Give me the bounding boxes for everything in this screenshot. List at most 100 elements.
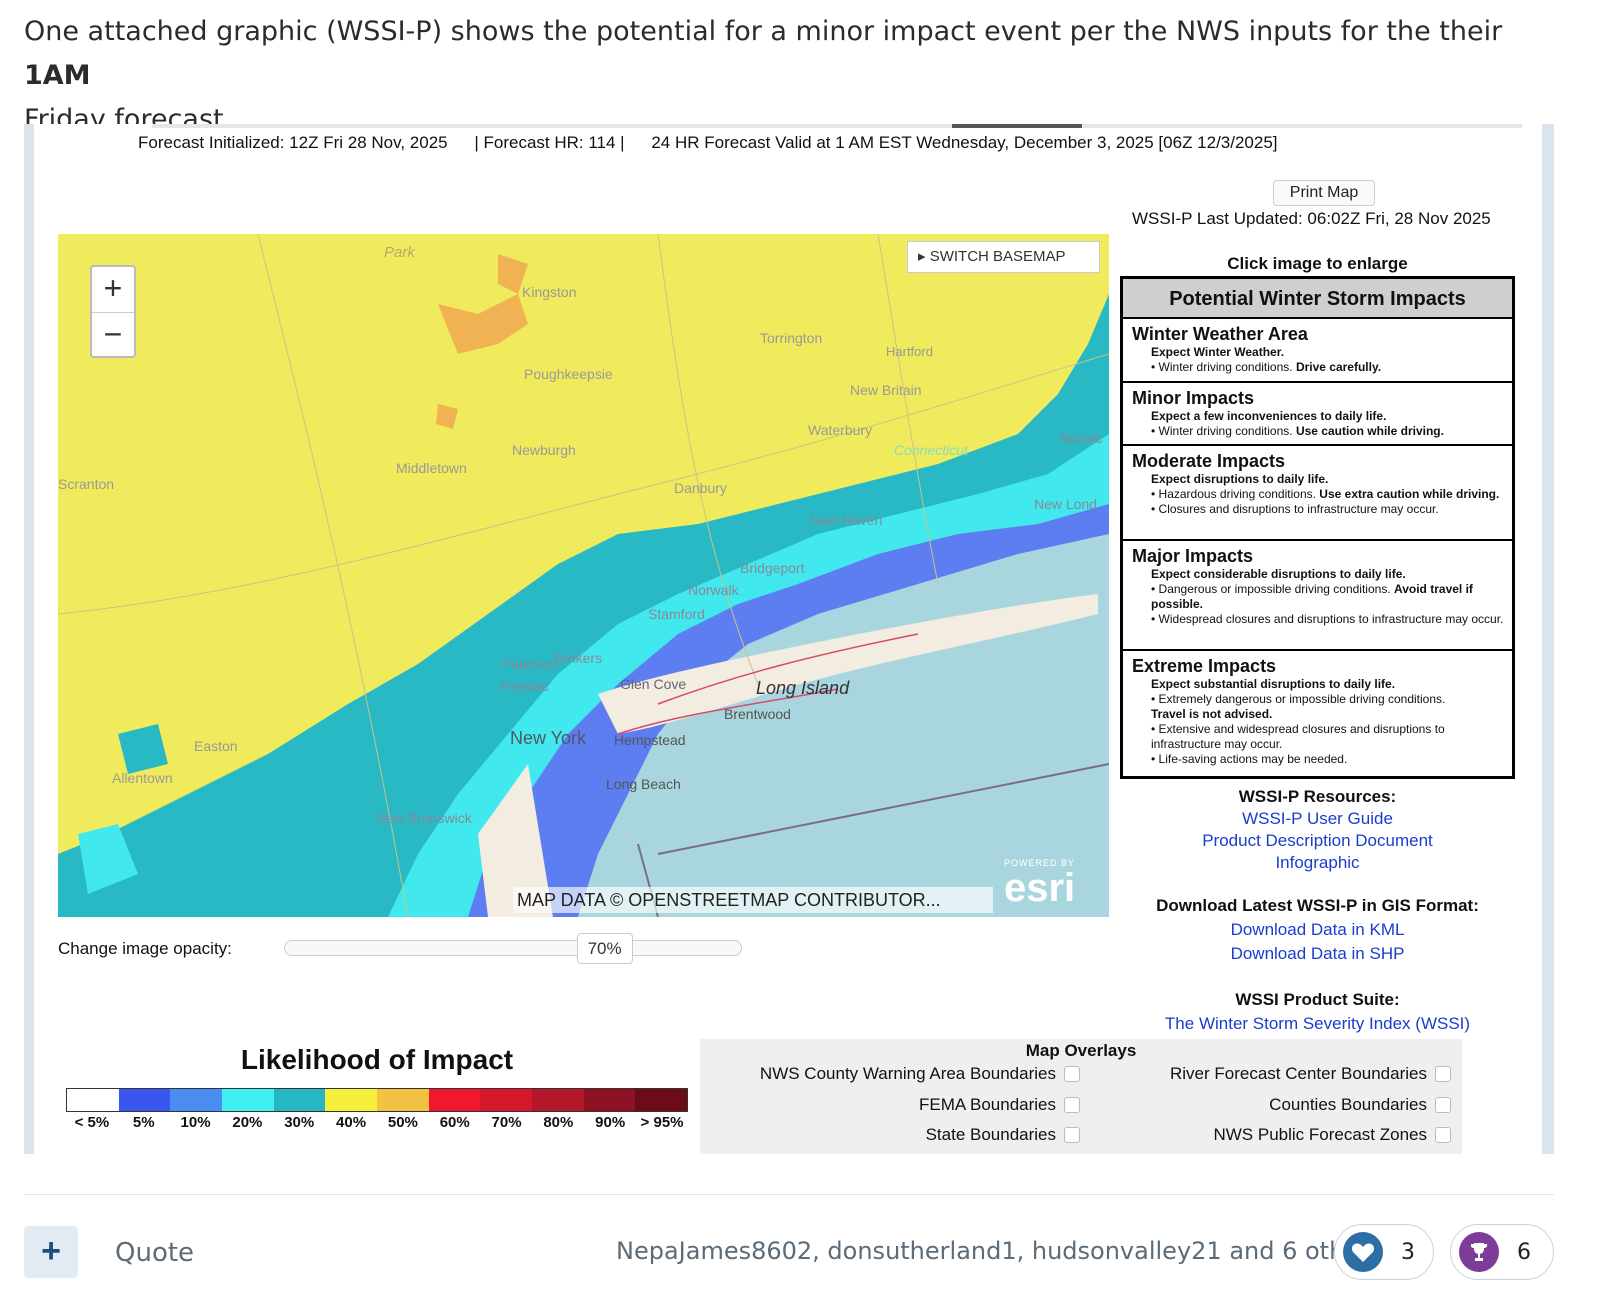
overlay-label: NWS Public Forecast Zones — [1213, 1125, 1427, 1144]
like-reaction-button[interactable]: 3 — [1334, 1224, 1434, 1280]
map-label-allentown: Allentown — [112, 770, 173, 786]
wssi-link[interactable]: The Winter Storm Severity Index (WSSI) — [1164, 1014, 1471, 1033]
legend-title: Likelihood of Impact — [240, 1044, 514, 1075]
map-label-norwalk: Norwalk — [688, 582, 739, 598]
impact-title: Extreme Impacts — [1132, 656, 1277, 676]
post-intro-text: One attached graphic (WSSI-P) shows the … — [24, 10, 1554, 142]
esri-powered-text: POWERED BY — [1004, 858, 1076, 868]
legend-swatch — [377, 1089, 429, 1111]
active-tab-indicator — [952, 124, 1082, 128]
map-label-bridgeport: Bridgeport — [740, 560, 805, 576]
map-label-new-london: New Lond — [1034, 496, 1098, 512]
legend-swatch — [118, 1089, 171, 1111]
overlay-counties[interactable]: Counties Boundaries — [1269, 1095, 1451, 1115]
bullet-text: • Winter driving conditions. — [1151, 424, 1296, 438]
overlay-checkbox[interactable] — [1064, 1097, 1080, 1113]
map-label-connecticut: Connecticut — [894, 442, 968, 458]
overlay-rfc[interactable]: River Forecast Center Boundaries — [1170, 1064, 1451, 1084]
map-label-new-britain: New Britain — [850, 382, 922, 398]
overlay-checkbox[interactable] — [1435, 1066, 1451, 1082]
map-overlays-panel: Map Overlays — [700, 1039, 1462, 1154]
impact-bullet: • Widespread closures and disruptions to… — [1151, 612, 1504, 626]
zoom-out-button[interactable]: − — [92, 312, 134, 357]
overlay-state[interactable]: State Boundaries — [926, 1125, 1080, 1145]
opacity-label: Change image opacity: — [58, 939, 232, 958]
legend-label: 60% — [439, 1114, 470, 1131]
impact-subtitle: Expect Winter Weather. — [1151, 345, 1285, 359]
legend-label: 5% — [132, 1114, 155, 1131]
legend-label: 30% — [284, 1114, 315, 1131]
impact-bullet: • Dangerous or impossible driving condit… — [1132, 582, 1504, 612]
quote-button[interactable]: Quote — [115, 1238, 195, 1268]
impacts-header: Potential Winter Storm Impacts — [1123, 279, 1512, 319]
map-label-torrington: Torrington — [760, 330, 823, 346]
wssi-resources: WSSI-P Resources: WSSI-P User Guide Prod… — [1120, 786, 1515, 874]
legend-swatch — [170, 1089, 223, 1111]
opacity-slider[interactable] — [284, 940, 742, 956]
impact-moderate: Moderate Impacts Expect disruptions to d… — [1123, 446, 1512, 541]
impact-subtitle: Expect a few inconveniences to daily lif… — [1151, 409, 1387, 423]
map-label-brentwood: Brentwood — [724, 706, 791, 722]
zoom-control: + − — [90, 265, 136, 358]
overlay-fema[interactable]: FEMA Boundaries — [919, 1095, 1080, 1115]
bullet-text: • Hazardous driving conditions. — [1151, 487, 1320, 501]
esri-logo-text: esri — [1004, 866, 1076, 910]
multi-quote-button[interactable]: + — [24, 1226, 78, 1278]
map-label-long-island: Long Island — [756, 678, 850, 698]
impact-bullet: • Closures and disruptions to infrastruc… — [1151, 502, 1439, 516]
intro-text: One attached graphic (WSSI-P) shows the … — [24, 16, 1503, 47]
impact-title: Major Impacts — [1132, 546, 1254, 566]
download-kml-link[interactable]: Download Data in KML — [1230, 920, 1405, 939]
map-label-kingston: Kingston — [522, 284, 577, 300]
overlay-checkbox[interactable] — [1435, 1097, 1451, 1113]
impact-bullet: • Hazardous driving conditions. Use extr… — [1132, 487, 1504, 502]
impact-major: Major Impacts Expect considerable disrup… — [1123, 541, 1512, 651]
intro-bold-text: 1AM — [24, 60, 91, 91]
impact-bullet-bold: Travel is not advised. — [1132, 707, 1504, 722]
overlay-cwa[interactable]: NWS County Warning Area Boundaries — [760, 1064, 1080, 1084]
overlay-forecast-zones[interactable]: NWS Public Forecast Zones — [1213, 1125, 1451, 1145]
bullet-bold: Avoid travel if possible. — [1151, 582, 1473, 611]
map-label-middletown: Middletown — [396, 460, 467, 476]
legend-label: 80% — [543, 1114, 574, 1131]
user-guide-link[interactable]: WSSI-P User Guide — [1242, 809, 1393, 828]
impact-subtitle: Expect disruptions to daily life. — [1151, 472, 1329, 486]
click-to-enlarge: Click image to enlarge — [1227, 254, 1408, 273]
legend-swatch — [222, 1089, 274, 1111]
impacts-legend[interactable]: Potential Winter Storm Impacts Winter We… — [1120, 276, 1515, 779]
map-label-hempstead: Hempstead — [614, 732, 686, 748]
product-description-link[interactable]: Product Description Document — [1202, 831, 1433, 850]
trophy-reaction-button[interactable]: 6 — [1450, 1224, 1554, 1280]
forecast-initialized: Forecast Initialized: 12Z Fri 28 Nov, 20… — [138, 133, 448, 152]
post-divider — [24, 1194, 1554, 1195]
gis-downloads: Download Latest WSSI-P in GIS Format: Do… — [1120, 894, 1515, 966]
download-shp-link[interactable]: Download Data in SHP — [1230, 944, 1405, 963]
zoom-in-button[interactable]: + — [103, 270, 123, 306]
trophy-count: 6 — [1517, 1239, 1531, 1265]
impact-bullet: • Winter driving conditions. Use caution… — [1132, 424, 1504, 439]
legend-swatch — [67, 1089, 119, 1111]
map-label-new-haven: New Haven — [810, 512, 883, 528]
switch-basemap-button[interactable]: ▸ SWITCH BASEMAP — [907, 241, 1100, 273]
legend-label: 40% — [336, 1114, 367, 1131]
wssi-map[interactable]: Park Kingston Torrington Hartford Poughk… — [58, 234, 1109, 917]
legend-swatch — [325, 1089, 378, 1111]
overlay-checkbox[interactable] — [1435, 1127, 1451, 1143]
legend-label: 10% — [180, 1114, 211, 1131]
forecast-info: Forecast Initialized: 12Z Fri 28 Nov, 20… — [138, 133, 1300, 153]
opacity-slider-handle[interactable]: 70% — [576, 933, 633, 964]
overlays-header: Map Overlays — [1025, 1041, 1137, 1060]
map-label-norwich: Norwic — [1060, 430, 1103, 446]
impact-title: Moderate Impacts — [1132, 451, 1286, 471]
print-map-button[interactable]: Print Map — [1273, 180, 1375, 206]
infographic-link[interactable]: Infographic — [1275, 853, 1360, 872]
overlay-checkbox[interactable] — [1064, 1066, 1080, 1082]
reactions-summary[interactable]: NepaJames8602, donsutherland1, hudsonval… — [616, 1237, 1382, 1265]
overlay-label: NWS County Warning Area Boundaries — [759, 1064, 1056, 1083]
map-label-poughkeepsie: Poughkeepsie — [524, 366, 613, 382]
bullet-text: • Winter driving conditions. — [1151, 360, 1296, 374]
overlay-checkbox[interactable] — [1064, 1127, 1080, 1143]
legend-swatch — [583, 1089, 636, 1111]
trophy-icon — [1459, 1232, 1499, 1272]
map-label-new-york: New York — [510, 728, 587, 748]
